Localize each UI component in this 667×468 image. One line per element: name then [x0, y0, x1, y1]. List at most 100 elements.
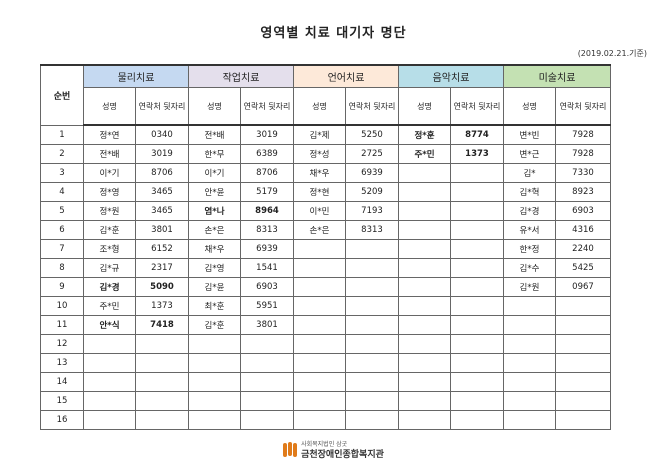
contact-cell: 5250	[345, 124, 399, 145]
contact-cell	[345, 372, 399, 392]
name-header: 성명	[293, 87, 346, 126]
name-cell: 정*현	[293, 182, 346, 202]
contact-cell: 7928	[555, 124, 611, 145]
contact-cell	[555, 353, 611, 373]
contact-cell: 1373	[450, 144, 504, 164]
table-row: 12	[40, 334, 611, 354]
name-cell	[188, 334, 241, 354]
name-cell	[398, 353, 451, 373]
name-cell: 한*정	[503, 239, 556, 259]
row-number: 2	[40, 144, 84, 164]
name-cell	[398, 163, 451, 183]
name-cell: 정*영	[83, 182, 136, 202]
contact-cell	[240, 334, 294, 354]
name-cell: 손*은	[293, 220, 346, 240]
row-number: 7	[40, 239, 84, 259]
name-header: 성명	[188, 87, 241, 126]
name-cell	[293, 372, 346, 392]
row-number: 12	[40, 334, 84, 354]
contact-cell: 5951	[240, 296, 294, 316]
table-row: 8 김*규 2317 김*영 1541 김*수 5425	[40, 258, 611, 278]
name-cell	[293, 410, 346, 430]
name-cell: 변*빈	[503, 124, 556, 145]
name-cell	[188, 391, 241, 411]
category-occupational-therapy: 작업치료	[188, 64, 294, 88]
contact-cell	[135, 372, 189, 392]
contact-cell: 8923	[555, 182, 611, 202]
contact-cell: 6389	[240, 144, 294, 164]
name-cell: 안*윤	[188, 182, 241, 202]
row-number: 3	[40, 163, 84, 183]
name-cell	[83, 372, 136, 392]
name-cell	[293, 296, 346, 316]
contact-cell: 3019	[240, 124, 294, 145]
contact-cell: 6939	[345, 163, 399, 183]
name-cell	[293, 315, 346, 335]
name-cell: 김*훈	[188, 315, 241, 335]
name-cell	[83, 410, 136, 430]
name-cell	[503, 315, 556, 335]
contact-cell: 7330	[555, 163, 611, 183]
contact-cell: 7193	[345, 201, 399, 221]
name-cell	[398, 315, 451, 335]
contact-cell	[450, 277, 504, 297]
name-cell: 김*	[503, 163, 556, 183]
row-number: 1	[40, 124, 84, 145]
name-cell: 주*민	[83, 296, 136, 316]
contact-cell: 3801	[240, 315, 294, 335]
name-cell	[398, 277, 451, 297]
name-cell: 변*근	[503, 144, 556, 164]
contact-cell	[135, 410, 189, 430]
name-cell	[83, 391, 136, 411]
name-cell: 김*수	[503, 258, 556, 278]
contact-cell: 4316	[555, 220, 611, 240]
contact-cell	[345, 277, 399, 297]
name-cell: 전*배	[83, 144, 136, 164]
table-row: 2 전*배 3019 한*무 6389 정*성 2725 주*민 1373 변*근 7928	[40, 144, 611, 164]
contact-cell	[135, 334, 189, 354]
contact-cell	[345, 353, 399, 373]
contact-cell	[450, 163, 504, 183]
row-number: 13	[40, 353, 84, 373]
contact-cell: 3465	[135, 201, 189, 221]
name-cell	[83, 334, 136, 354]
name-cell	[503, 296, 556, 316]
table-row: 14	[40, 372, 611, 392]
name-cell: 김*규	[83, 258, 136, 278]
contact-cell	[240, 391, 294, 411]
name-cell: 김*경	[83, 277, 136, 297]
contact-cell: 2725	[345, 144, 399, 164]
name-cell	[503, 372, 556, 392]
row-number: 5	[40, 201, 84, 221]
contact-cell	[345, 239, 399, 259]
org-logo: 사회복지법인 삼굿 금천장애인종합복지관	[283, 440, 384, 460]
contact-cell	[450, 372, 504, 392]
table-row: 11 안*식 7418 김*훈 3801	[40, 315, 611, 335]
contact-cell	[555, 372, 611, 392]
name-cell: 손*은	[188, 220, 241, 240]
contact-cell: 3019	[135, 144, 189, 164]
contact-cell	[555, 315, 611, 335]
category-speech-therapy: 언어치료	[293, 64, 399, 88]
name-cell: 정*연	[83, 124, 136, 145]
contact-cell	[135, 391, 189, 411]
name-cell: 전*배	[188, 124, 241, 145]
table-row: 5 정*원 3465 염*나 8964 이*민 7193 김*경 6903	[40, 201, 611, 221]
row-number: 10	[40, 296, 84, 316]
contact-cell	[450, 315, 504, 335]
contact-cell: 3465	[135, 182, 189, 202]
name-cell: 이*민	[293, 201, 346, 221]
name-cell	[293, 391, 346, 411]
name-cell: 조*형	[83, 239, 136, 259]
contact-cell: 6939	[240, 239, 294, 259]
waitlist-table: 순번 물리치료 작업치료 언어치료 음악치료 미술치료 성명 연락처 뒷자리 성명 연…	[40, 64, 611, 430]
contact-cell	[450, 220, 504, 240]
table-row: 10 주*민 1373 최*훈 5951	[40, 296, 611, 316]
name-cell	[398, 296, 451, 316]
reference-date: (2019.02.21.기준)	[577, 49, 647, 58]
contact-cell: 3801	[135, 220, 189, 240]
contact-cell	[450, 410, 504, 430]
name-cell	[293, 334, 346, 354]
name-cell	[293, 239, 346, 259]
name-cell	[398, 410, 451, 430]
